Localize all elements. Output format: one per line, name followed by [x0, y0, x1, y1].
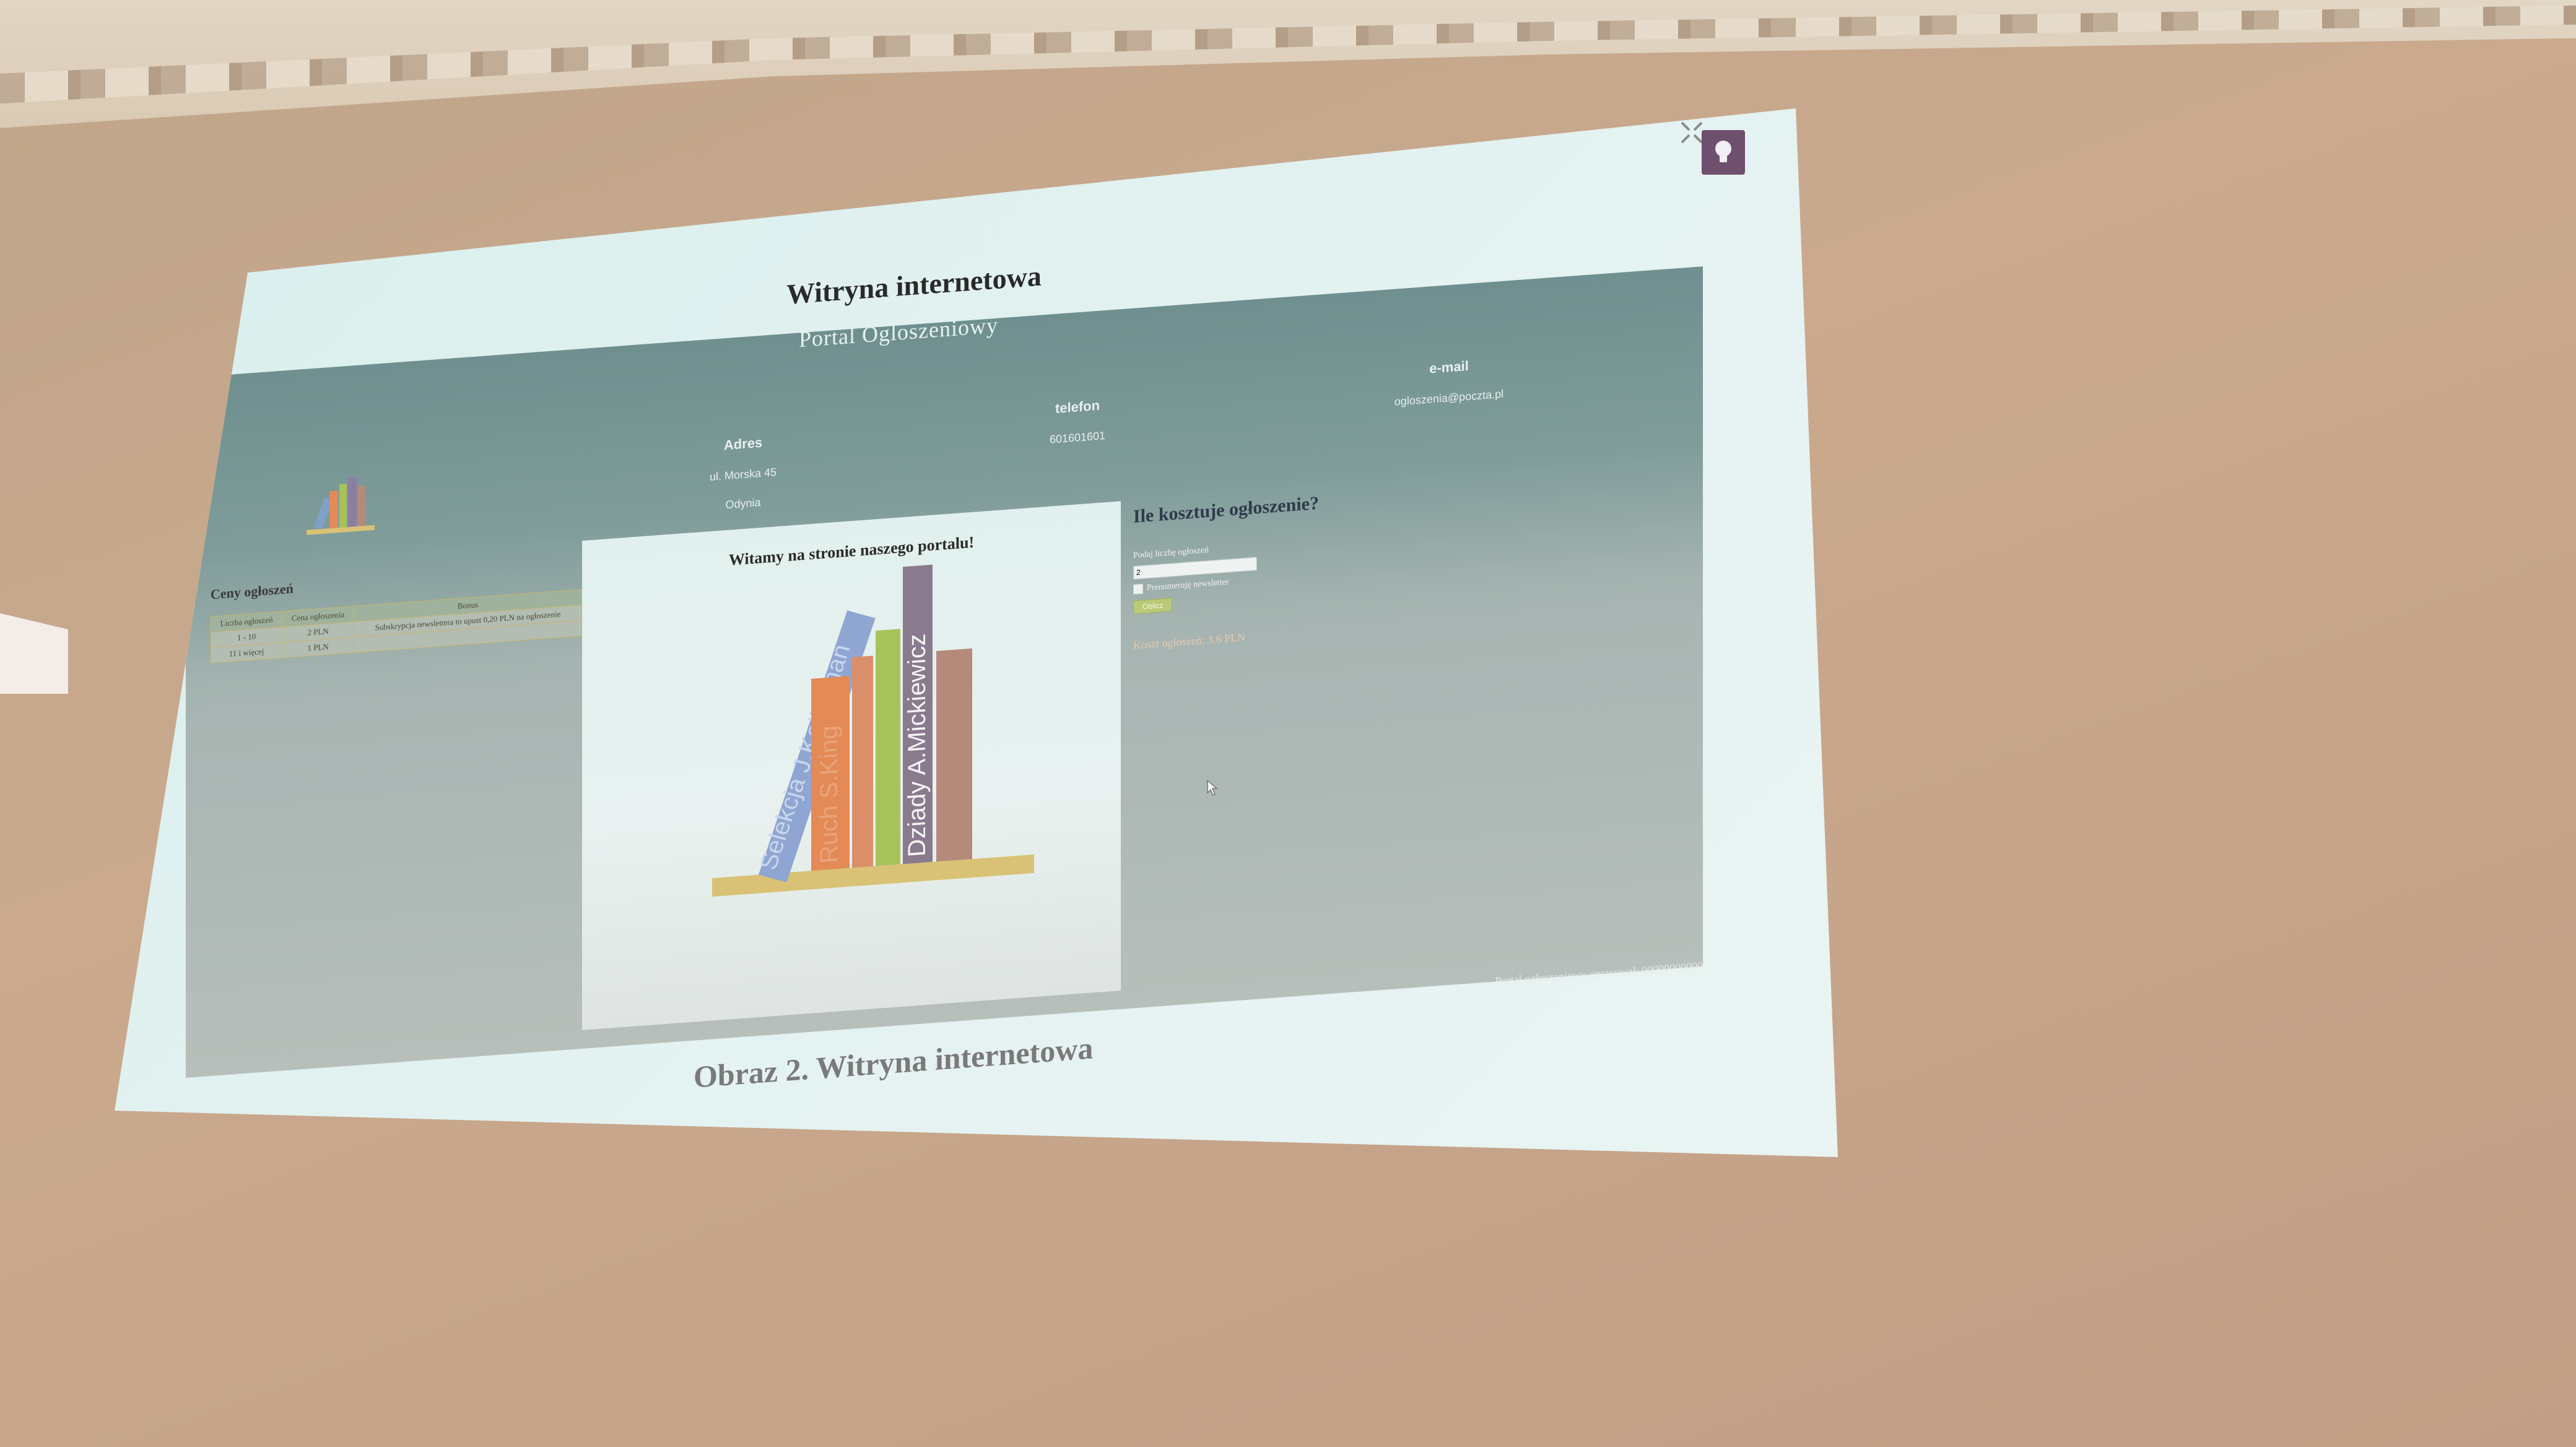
book-spine	[852, 655, 873, 868]
page-title: Witryna internetowa	[786, 260, 1042, 310]
calculate-button[interactable]: Oblicz	[1133, 597, 1173, 614]
portal-name: Portal Ogloszeniowy	[799, 312, 998, 352]
shelf	[712, 854, 1034, 897]
book-ruch	[811, 676, 850, 871]
book-green	[876, 629, 900, 867]
welcome-panel: Witamy na stronie naszego portalu! Selek…	[582, 501, 1121, 1031]
contact-phone: telefon 601601601	[966, 391, 1189, 468]
book-brown	[936, 648, 972, 862]
book-dziady	[903, 564, 933, 864]
count-label: Podaj liczbę ogłoszeń	[1133, 545, 1209, 561]
book-title: Dziady A.Mickiewicz	[903, 633, 931, 858]
website-preview: Portal Ogloszeniowy Adres ul. Morska 45 …	[186, 266, 1703, 1078]
lightbulb-button[interactable]	[1702, 130, 1745, 175]
calculator-heading: Ile kosztuje ogłoszenie?	[1133, 492, 1319, 527]
footer-credits: Portal ogłoszeniowy opracował: 000000000…	[1495, 960, 1703, 987]
book-title: Ruch S.King	[816, 725, 843, 865]
mouse-cursor-icon	[1207, 779, 1219, 797]
price-list: Ceny ogłoszeń Liczba ogłoszeń Cena ogłos…	[211, 559, 582, 663]
wall-object	[0, 613, 68, 694]
address-line1: ul. Morska 45	[709, 465, 777, 483]
figure-caption: Obraz 2. Witryna internetowa	[694, 1030, 1094, 1095]
email-label: e-mail	[1429, 357, 1469, 377]
newsletter-checkbox[interactable]	[1133, 584, 1143, 595]
price-table: Liczba ogłoszeń Cena ogłoszenia Bonus 1 …	[211, 589, 582, 663]
email-value[interactable]: ogloszenia@poczta.pl	[1394, 387, 1504, 408]
books-logo-icon	[307, 476, 375, 535]
exit-fullscreen-icon[interactable]	[1678, 119, 1705, 146]
cost-calculator: Ile kosztuje ogłoszenie? Podaj liczbę og…	[1133, 477, 1536, 652]
newsletter-checkbox-label: Prenumeruję newsletter	[1147, 577, 1229, 593]
contact-email: e-mail ogloszenia@poczta.pl	[1338, 351, 1560, 429]
address-line2: Odynia	[725, 496, 761, 512]
cost-result: Koszt ogłoszeń: 3.6 PLN	[1133, 631, 1245, 652]
phone-value: 601601601	[1049, 429, 1106, 446]
address-label: Adres	[723, 434, 763, 453]
books-illustration: Selekcja J.Kellerman Ruch S.King Dziady …	[712, 564, 1034, 897]
phone-label: telefon	[1055, 397, 1100, 416]
lightbulb-icon	[1715, 141, 1731, 162]
slide-content: Witryna internetowa Portal Ogloszeniowy …	[186, 180, 1703, 1095]
contact-address: Adres ul. Morska 45 Odynia	[632, 428, 855, 535]
